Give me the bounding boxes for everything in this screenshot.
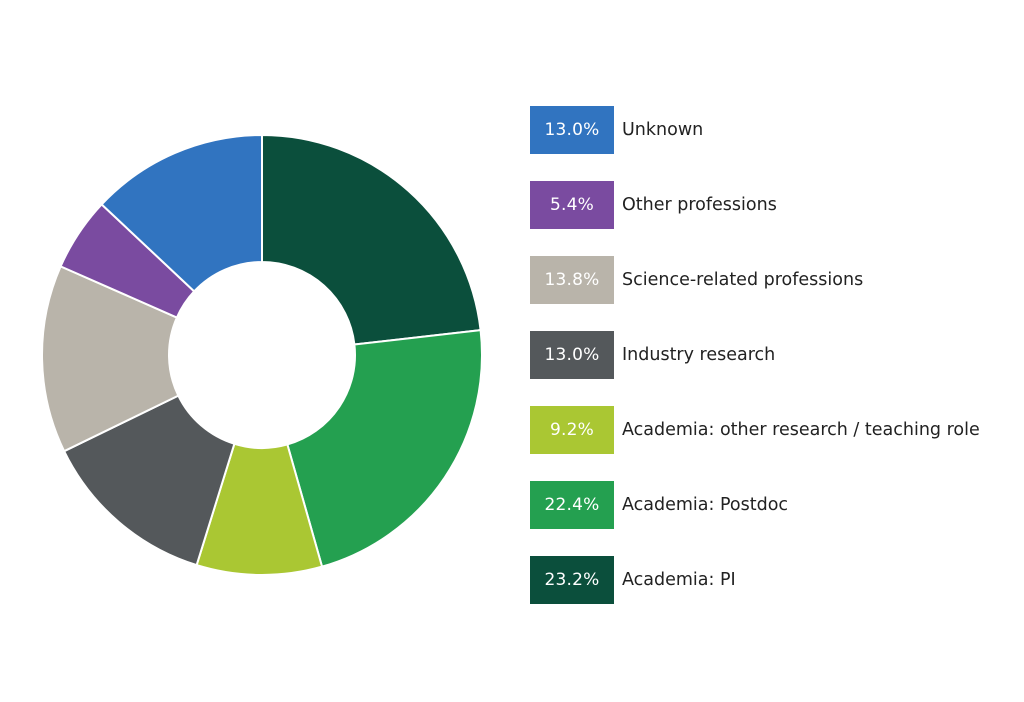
legend-percent: 22.4% xyxy=(530,481,614,529)
legend-percent: 5.4% xyxy=(530,181,614,229)
legend-percent: 13.8% xyxy=(530,256,614,304)
legend-label: Academia: PI xyxy=(622,570,736,590)
legend-item-other-professions: 5.4% Other professions xyxy=(530,181,980,229)
legend-percent: 13.0% xyxy=(530,331,614,379)
legend-label: Other professions xyxy=(622,195,777,215)
legend-label: Academia: Postdoc xyxy=(622,495,789,515)
legend-item-industry-research: 13.0% Industry research xyxy=(530,331,980,379)
legend-item-academia-other-research-teaching-role: 9.2% Academia: other research / teaching … xyxy=(530,406,980,454)
donut-slice-science-related-professions xyxy=(41,265,180,453)
legend-label: Academia: other research / teaching role xyxy=(622,420,980,440)
legend-item-academia-pi: 23.2% Academia: PI xyxy=(530,556,980,604)
legend-item-academia-postdoc: 22.4% Academia: Postdoc xyxy=(530,481,980,529)
legend-item-science-related-professions: 13.8% Science-related professions xyxy=(530,256,980,304)
legend-label: Science-related professions xyxy=(622,270,864,290)
legend-percent: 13.0% xyxy=(530,106,614,154)
legend-percent: 23.2% xyxy=(530,556,614,604)
legend-label: Unknown xyxy=(622,120,704,140)
donut-slice-academia-postdoc xyxy=(286,329,483,568)
chart-legend: 13.0% Unknown 5.4% Other professions 13.8% Sc… xyxy=(530,106,980,631)
donut-slice-academia-pi xyxy=(261,134,482,346)
legend-percent: 9.2% xyxy=(530,406,614,454)
donut-slice-unknown xyxy=(100,134,263,293)
donut-slice-industry-research xyxy=(63,394,236,567)
legend-item-unknown: 13.0% Unknown xyxy=(530,106,980,154)
legend-label: Industry research xyxy=(622,345,776,365)
